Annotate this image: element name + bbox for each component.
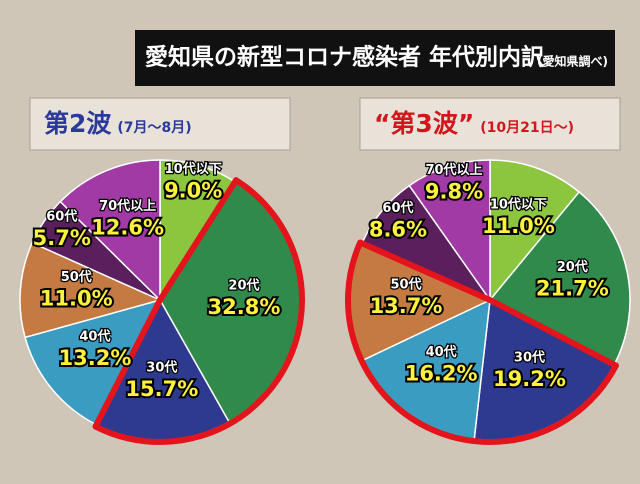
highlight-outline xyxy=(345,239,619,445)
value-label: 13.2% xyxy=(59,346,132,370)
category-label: 20代 xyxy=(557,259,588,275)
category-label: 50代 xyxy=(61,269,92,285)
subtitle-period: (10月21日〜) xyxy=(480,120,574,136)
value-label: 13.7% xyxy=(370,294,443,318)
source: (愛知県調べ) xyxy=(537,54,608,69)
value-label: 21.7% xyxy=(536,276,609,300)
category-label: 30代 xyxy=(146,359,177,375)
category-label: 50代 xyxy=(390,277,421,293)
main-title: 愛知県の新型コロナ感染者 年代別内訳 xyxy=(145,44,545,71)
pie-slice xyxy=(408,159,491,303)
value-label: 12.6% xyxy=(91,215,164,239)
value-label: 19.2% xyxy=(493,367,566,391)
pie-slice xyxy=(489,159,581,303)
value-label: 11.0% xyxy=(482,214,555,238)
title-bar xyxy=(135,30,615,86)
category-label: 60代 xyxy=(46,208,77,224)
category-label: 40代 xyxy=(79,329,110,345)
category-label: 10代以下 xyxy=(490,196,547,212)
value-label: 9.0% xyxy=(164,179,222,203)
pie-slice xyxy=(24,298,162,426)
category-label: 20代 xyxy=(228,278,259,294)
category-label: 40代 xyxy=(426,344,457,360)
subtitle-box xyxy=(29,97,291,151)
value-label: 32.8% xyxy=(208,295,281,319)
subtitle-period: (7月〜8月) xyxy=(117,120,191,136)
category-label: 60代 xyxy=(382,200,413,216)
value-label: 5.7% xyxy=(33,226,91,250)
subtitle: 第2波 xyxy=(44,109,112,138)
category-label: 30代 xyxy=(514,350,545,366)
category-label: 70代以上 xyxy=(99,198,156,214)
value-label: 8.6% xyxy=(369,218,427,242)
pie-slice xyxy=(488,190,631,366)
category-label: 70代以上 xyxy=(425,162,482,178)
pie-slice xyxy=(59,159,161,302)
value-label: 11.0% xyxy=(40,287,113,311)
highlight-outline xyxy=(92,177,305,445)
category-label: 10代以下 xyxy=(165,161,222,177)
value-label: 15.7% xyxy=(125,377,198,401)
subtitle-box xyxy=(359,97,621,151)
subtitle: “第3波” xyxy=(374,109,474,138)
value-label: 16.2% xyxy=(405,361,478,385)
value-label: 9.8% xyxy=(425,180,483,204)
pie-slice xyxy=(19,241,163,339)
